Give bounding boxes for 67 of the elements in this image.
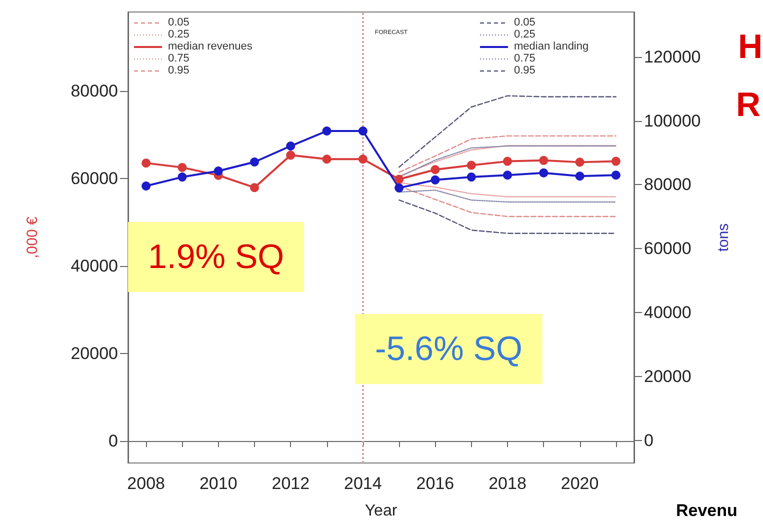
point <box>178 162 187 172</box>
point <box>142 182 151 190</box>
legend-label: 0.25 <box>514 28 536 40</box>
point <box>394 183 404 192</box>
point <box>322 154 332 164</box>
point <box>358 154 368 164</box>
legend-label: 0.75 <box>168 52 190 64</box>
point <box>575 158 584 167</box>
point <box>214 166 223 176</box>
text: R <box>736 86 761 124</box>
legend-label: 0.95 <box>514 64 536 76</box>
point <box>539 168 548 178</box>
y2-tick-label: 40000 <box>644 303 692 322</box>
text: Revenu <box>676 501 738 520</box>
point <box>430 165 440 174</box>
y2-tick-label: 0 <box>644 431 654 450</box>
legend-label: median revenues <box>168 40 253 52</box>
y2-tick-label: 100000 <box>644 111 701 130</box>
point <box>503 156 512 166</box>
annotation: -5.6% SQ <box>375 330 522 368</box>
point <box>466 172 476 182</box>
point <box>322 126 332 136</box>
point <box>286 150 296 160</box>
x-axis-title: Year <box>364 502 398 520</box>
point <box>503 170 512 180</box>
x-tick-label: 2008 <box>127 474 165 493</box>
point <box>394 174 404 184</box>
x-tick-label: 2018 <box>488 474 526 493</box>
point <box>250 183 259 192</box>
x-tick-label: 2014 <box>344 474 382 493</box>
y2-tick-label: 60000 <box>644 239 692 258</box>
point <box>250 158 259 167</box>
y-tick-label: 80000 <box>70 81 118 100</box>
point <box>466 160 476 170</box>
x-tick-label: 2012 <box>272 474 310 493</box>
text: H <box>738 28 763 66</box>
point <box>611 156 620 166</box>
point <box>286 142 296 151</box>
legend-label: 0.75 <box>514 52 536 64</box>
y-axis-title: ,000 € <box>24 216 41 258</box>
annotation: 1.9% SQ <box>148 238 284 276</box>
point <box>575 172 584 181</box>
legend-label: 0.95 <box>168 64 190 76</box>
y-tick-label: 60000 <box>70 168 118 188</box>
y-tick-label: 20000 <box>70 344 118 364</box>
x-tick-label: 2010 <box>199 474 238 493</box>
point <box>178 172 187 182</box>
line-series <box>398 135 617 173</box>
legend-label: 0.25 <box>168 28 190 40</box>
legend-label: 0.05 <box>514 16 536 28</box>
point <box>539 156 548 165</box>
legend-label: median landing <box>514 40 589 52</box>
x-tick-label: 2020 <box>560 474 599 493</box>
line-series <box>398 95 617 168</box>
point <box>358 126 368 136</box>
legend-label: 0.05 <box>168 16 190 28</box>
x-tick-label: 2016 <box>416 474 454 493</box>
y2-tick-label: 20000 <box>644 367 692 386</box>
point <box>430 175 440 184</box>
point <box>611 170 620 180</box>
y2-tick-label: 120000 <box>644 47 701 66</box>
point <box>142 158 151 168</box>
y-tick-label: 40000 <box>70 256 118 276</box>
y2-axis-title: tons <box>715 223 732 252</box>
line-series <box>398 199 617 234</box>
y2-tick-label: 80000 <box>644 175 692 194</box>
y-tick-label: 0 <box>108 432 118 451</box>
